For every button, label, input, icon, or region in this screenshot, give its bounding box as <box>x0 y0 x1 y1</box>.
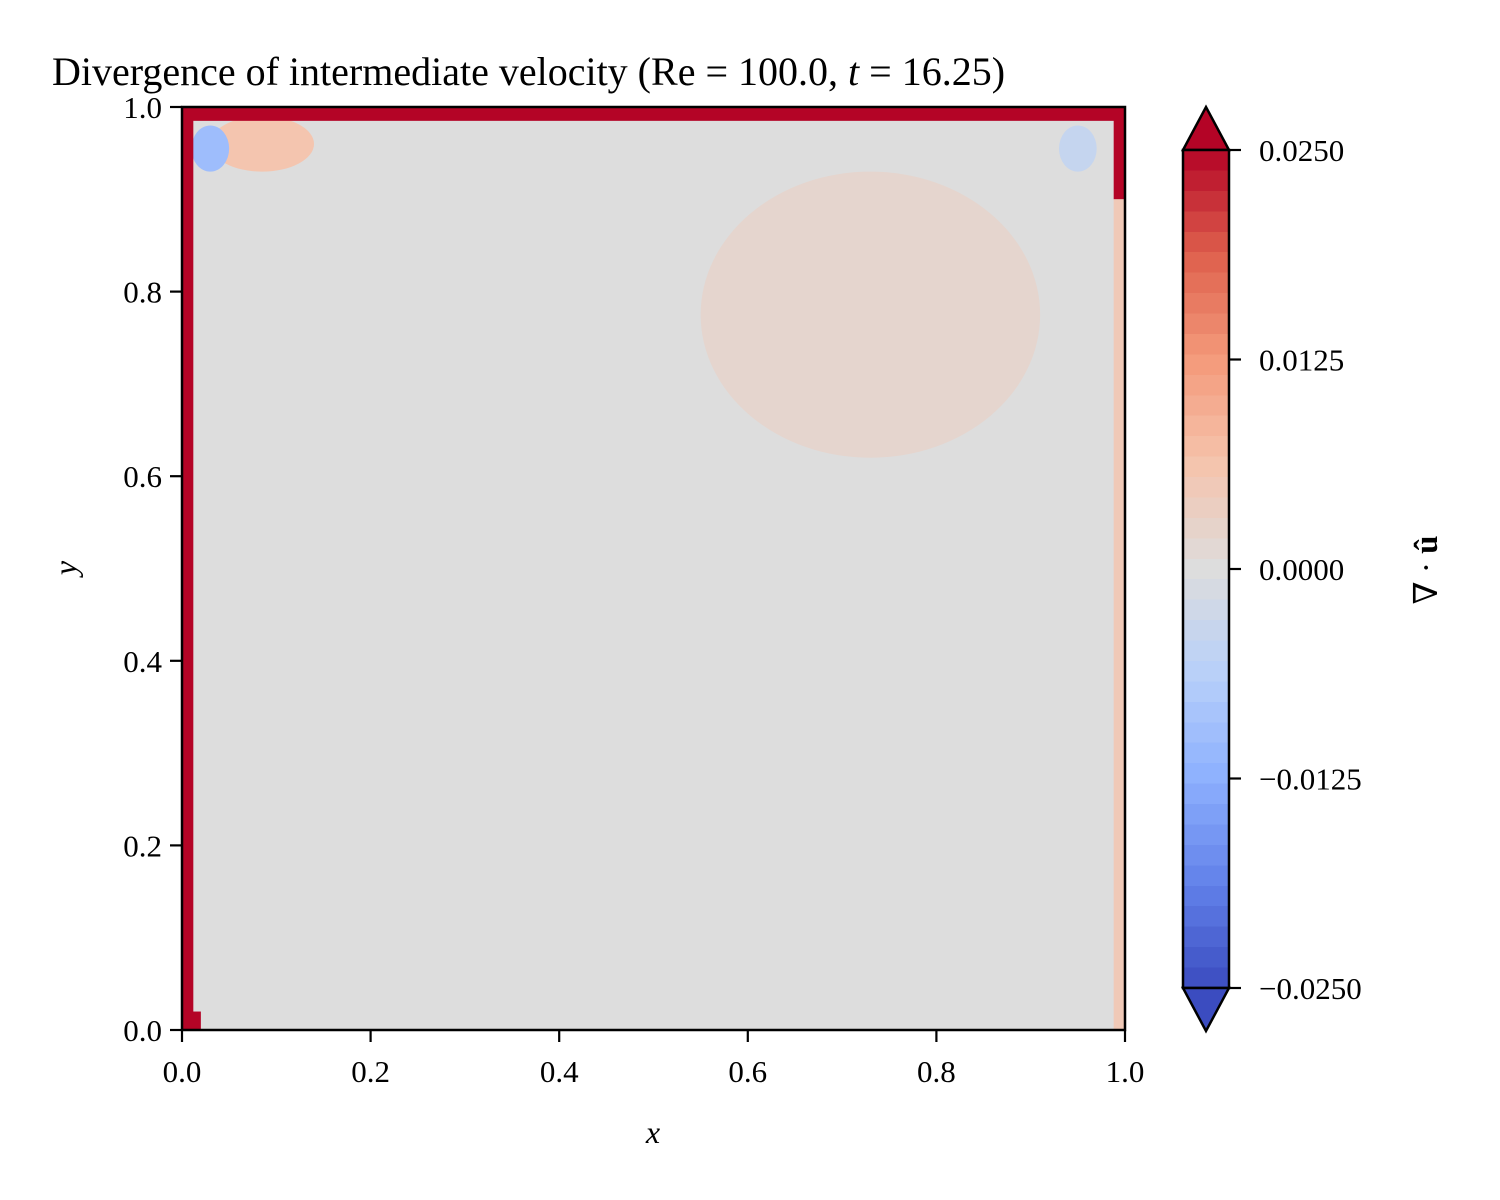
colorbar-ticks: 0.0250 0.0125 0.0000 −0.0125 −0.0250 <box>1229 133 1362 1006</box>
title-equals-2: = <box>859 49 902 94</box>
heatmap-bottom-left-corner <box>182 1011 201 1030</box>
x-axis-ticks: 0.0 0.2 0.4 0.6 0.8 1.0 <box>163 1030 1145 1089</box>
heatmap-left-wall-strip <box>182 107 194 1030</box>
heatmap-right-wall-weak-strip <box>1113 199 1125 1030</box>
title-re-value: 100.0 <box>738 49 828 94</box>
colorbar-tick-label: 0.0250 <box>1259 133 1344 168</box>
x-tick-label: 0.8 <box>917 1054 956 1089</box>
colorbar-tick-label: 0.0125 <box>1259 343 1344 378</box>
colorbar-tick-label: −0.0125 <box>1259 762 1362 797</box>
colorbar-tick-label: 0.0000 <box>1259 552 1344 587</box>
colorbar-top-extension <box>1180 104 1232 152</box>
y-axis-label: y <box>47 560 83 578</box>
colorbar-tick-label: −0.0250 <box>1259 971 1362 1006</box>
colorbar-label-nabla: ∇ <box>1409 581 1445 604</box>
heatmap-negative-patch-top-left <box>191 125 230 172</box>
colorbar-body <box>1181 148 1231 990</box>
y-tick-label: 0.8 <box>123 275 162 310</box>
x-tick-label: 0.6 <box>728 1054 767 1089</box>
heatmap-negative-patch-top-right <box>1058 125 1097 172</box>
title-prefix: Divergence of intermediate velocity ( <box>52 49 651 94</box>
y-tick-label: 0.2 <box>123 828 162 863</box>
title-re-symbol: Re <box>651 49 695 94</box>
y-tick-label: 0.4 <box>123 644 162 679</box>
x-tick-label: 0.2 <box>351 1054 390 1089</box>
title-suffix: ) <box>992 49 1005 94</box>
heatmap-right-wall-strip <box>1113 107 1125 200</box>
chart-title: Divergence of intermediate velocity (Re … <box>52 49 1005 94</box>
heatmap-positive-lobe-upper-right <box>700 171 1041 458</box>
colorbar: 0.0250 0.0125 0.0000 −0.0125 −0.0250 ∇ · û <box>1180 104 1445 1034</box>
x-tick-label: 1.0 <box>1106 1054 1145 1089</box>
title-t-value: 16.25 <box>902 49 992 94</box>
heatmap-positive-patch-top-left <box>210 116 315 172</box>
heatmap-field <box>182 107 1125 1030</box>
y-axis-ticks: 0.0 0.2 0.4 0.6 0.8 1.0 <box>123 90 182 1048</box>
colorbar-label-dot: · <box>1409 554 1445 582</box>
x-tick-label: 0.4 <box>540 1054 579 1089</box>
x-tick-label: 0.0 <box>163 1054 202 1089</box>
title-equals-1: = <box>695 49 738 94</box>
colorbar-label: ∇ · û <box>1409 536 1445 605</box>
title-t-symbol: t <box>848 49 860 94</box>
y-tick-label: 0.0 <box>123 1013 162 1048</box>
colorbar-bottom-extension <box>1180 986 1232 1034</box>
y-tick-label: 1.0 <box>123 90 162 125</box>
colorbar-label-u-hat: û <box>1409 536 1445 554</box>
plot-frame <box>180 105 1127 1032</box>
title-separator: , <box>828 49 848 94</box>
x-axis-label: x <box>645 1114 660 1150</box>
y-tick-label: 0.6 <box>123 459 162 494</box>
heatmap-top-wall-strip <box>182 107 1125 121</box>
